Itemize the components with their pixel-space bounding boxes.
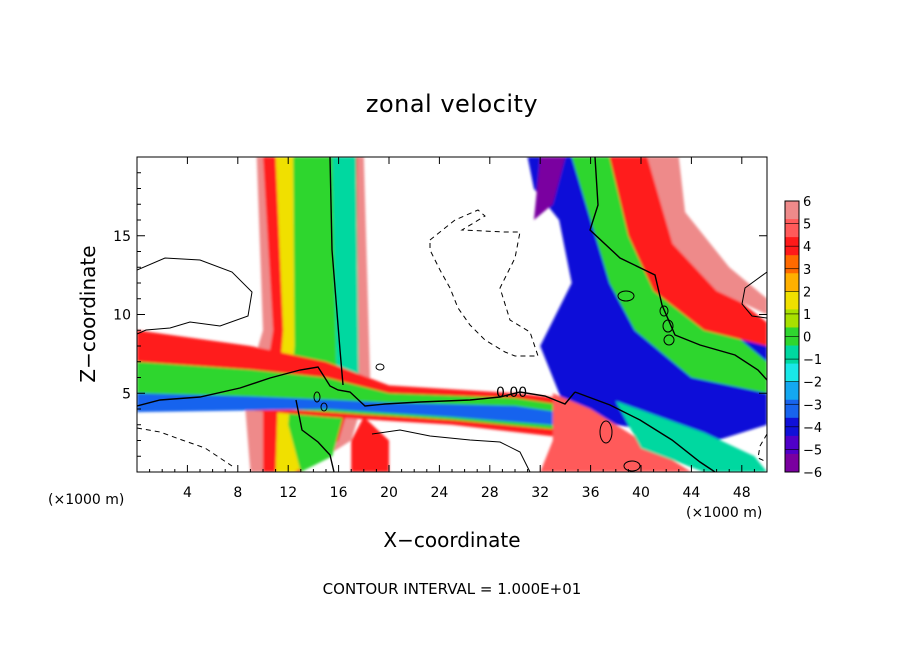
field-band [137, 393, 591, 428]
colorbar-segment [785, 255, 799, 274]
field-band [332, 157, 359, 409]
x-axis: 4 8 12 16 20 24 28 32 36 40 44 48 [149, 157, 755, 501]
x-tick-label: 24 [430, 485, 448, 501]
colorbar-segment [785, 219, 799, 238]
zero-contour-right [589, 157, 767, 381]
x-unit-left: (×1000 m) [48, 492, 124, 508]
colorbar-segment [785, 291, 799, 310]
colorbar-segment [785, 201, 799, 220]
colorbar-tick-label: 2 [803, 285, 811, 300]
contour-loop-a [617, 290, 635, 302]
contour-right-edge [741, 271, 767, 319]
y-tick-label: 10 [113, 308, 131, 324]
colorbar-tick-label: −3 [803, 398, 822, 413]
contour-upper-left [137, 257, 253, 335]
contour-dashed-right [757, 433, 767, 463]
contour-lines [137, 157, 767, 472]
footer-text: CONTOUR INTERVAL = 1.000E+01 [323, 580, 582, 598]
field-band [571, 157, 767, 394]
y-axis: 5 10 15 [113, 172, 767, 457]
x-tick-label: 44 [682, 485, 700, 501]
contour-dashed-lower-left [137, 427, 233, 467]
y-axis-label: Z−coordinate [76, 245, 100, 382]
contour-label: 0.00 [496, 385, 527, 401]
chart-title: zonal velocity [366, 90, 538, 118]
field-band [533, 157, 566, 220]
colorbar-tick-label: −1 [803, 353, 822, 368]
x-unit-right: (×1000 m) [686, 505, 762, 521]
colorbar-tick-label: −5 [803, 443, 822, 458]
contour-loop-e [659, 305, 669, 317]
contour-loop-f [313, 391, 321, 403]
colorbar-tick-label: −4 [803, 421, 822, 436]
colorbar-tick-label: −6 [803, 466, 822, 481]
colorbar-segment [785, 453, 799, 473]
contour-loop-d [663, 334, 675, 346]
colorbar-tick-label: 6 [803, 195, 811, 210]
colorbar-segment [785, 345, 799, 364]
field-band [647, 157, 767, 315]
colorbar-segment [785, 363, 799, 383]
x-tick-label: 28 [481, 485, 499, 501]
velocity-field [137, 157, 767, 472]
zero-contour-vertical [329, 157, 344, 386]
y-tick-label: 15 [113, 229, 131, 245]
x-tick-label: 12 [279, 485, 297, 501]
field-band [351, 416, 389, 472]
colorbar-tick-label: 1 [803, 308, 811, 323]
x-tick-label: 16 [330, 485, 348, 501]
zero-contour-left [137, 366, 576, 407]
colorbar-segment [785, 399, 799, 419]
x-tick-label: 20 [380, 485, 398, 501]
colorbar-segment [785, 309, 799, 328]
x-tick-label: 48 [733, 485, 751, 501]
y-tick-label: 5 [122, 386, 131, 402]
contour-loop-i [623, 460, 641, 472]
zero-contour-lower-right [574, 391, 716, 472]
contour-loop-h [375, 363, 385, 371]
x-tick-label: 32 [531, 485, 549, 501]
colorbar-segment [785, 435, 799, 455]
x-axis-label: X−coordinate [383, 528, 520, 552]
x-tick-label: 4 [183, 485, 192, 501]
colorbar: 6 5 4 3 2 1 0 −1 −2 −3 −4 −5 −6 [784, 195, 822, 481]
x-tick-label: 8 [233, 485, 242, 501]
field-band [615, 401, 767, 472]
colorbar-tick-label: 0 [803, 331, 811, 346]
contour-lower-mid [371, 429, 531, 472]
colorbar-segment [785, 381, 799, 401]
colorbar-tick-label: 3 [803, 263, 811, 278]
x-tick-label: 40 [632, 485, 650, 501]
contour-dashed-hump [429, 209, 539, 357]
colorbar-tick-label: 4 [803, 240, 811, 255]
colorbar-tick-label: −2 [803, 376, 822, 391]
colorbar-segment [785, 273, 799, 292]
x-tick-label: 36 [582, 485, 600, 501]
contour-loop-g [320, 402, 328, 412]
zero-contour-left-core [295, 399, 335, 472]
contour-loop-c [662, 319, 674, 333]
contour-loop-b [599, 420, 613, 444]
colorbar-tick-label: 5 [803, 218, 811, 233]
